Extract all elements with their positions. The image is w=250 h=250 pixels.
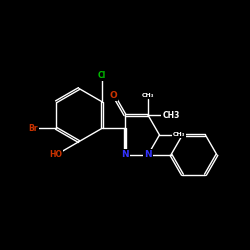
Text: CH3: CH3 xyxy=(162,110,180,120)
Text: N: N xyxy=(144,150,152,159)
Text: CH₃: CH₃ xyxy=(142,93,154,98)
Text: Cl: Cl xyxy=(98,71,106,80)
Text: O: O xyxy=(110,91,118,100)
Text: CH₃: CH₃ xyxy=(173,132,186,138)
Text: N: N xyxy=(121,150,129,159)
Text: HO: HO xyxy=(50,150,62,159)
Text: Br: Br xyxy=(28,124,38,133)
